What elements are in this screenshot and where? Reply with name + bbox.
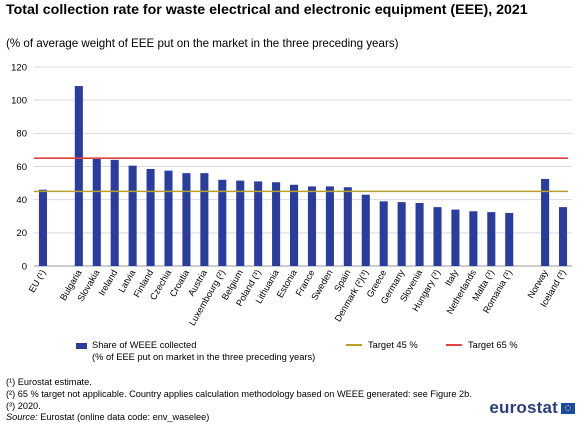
bar [558,207,568,266]
legend-swatch-target65 [446,344,462,346]
bar [236,180,245,266]
y-axis-ticks: 0 20 40 60 80 100 120 [11,62,27,272]
bar [397,202,406,266]
legend-label-target65: Target 65 % [468,340,518,350]
bar [415,202,424,266]
bar [469,211,478,266]
gridlines [34,66,572,267]
legend-item-share: Share of WEEE collected (% of EEE put on… [76,339,315,363]
bar [254,181,263,266]
bar [505,212,514,266]
bar [182,173,191,266]
y-tick-label: 40 [16,195,27,206]
bar [289,184,299,266]
bar [146,168,155,266]
bar [325,186,334,266]
chart-title: Total collection rate for waste electric… [6,2,528,18]
bar [379,201,388,266]
footnote-3: (³) 2020. [6,400,41,411]
bar [110,159,119,266]
y-tick-label: 80 [16,129,27,140]
bar [92,158,101,266]
bar [164,170,173,266]
logo-text: eurostat [489,398,558,417]
y-tick-label: 20 [16,228,27,239]
chart-subtitle: (% of average weight of EEE put on the m… [6,37,399,50]
legend-label-share-note: (% of EEE put on market in the three pre… [92,352,316,362]
bar [200,173,209,266]
bar [38,189,48,266]
x-tick-label: EU (¹) [27,268,48,294]
bar [433,207,442,266]
legend-label-target45: Target 45 % [368,340,418,350]
y-tick-label: 120 [11,62,27,73]
bar [361,194,370,266]
footnotes: (¹) Eurostat estimate. (²) 65 % target n… [6,377,506,424]
bar [128,165,137,266]
target-lines [34,157,568,193]
source-label: Source: [6,412,38,423]
y-tick-label: 0 [22,261,27,272]
legend-item-target45: Target 45 % [346,339,418,351]
bar [272,182,281,266]
bar [343,187,352,266]
y-tick-label: 60 [16,162,27,173]
legend-item-target65: Target 65 % [446,339,518,351]
bar [74,86,83,266]
footnote-2: (²) 65 % target not applicable. Country … [6,388,472,399]
eurostat-logo: eurostat [489,398,575,418]
y-tick-label: 100 [11,95,27,106]
bars [38,86,568,266]
bar [218,179,227,266]
source-text: Eurostat (online data code: env_waselee) [40,412,210,423]
legend-swatch-share [76,343,87,349]
source-line: Source: Eurostat (online data code: env_… [6,412,506,424]
eu-flag-icon [561,402,575,414]
bar [307,186,317,266]
legend-swatch-target45 [346,344,362,346]
bar [451,209,460,266]
bar [541,178,550,266]
legend-label-share: Share of WEEE collected [92,340,197,350]
x-axis-ticks: EU (¹) BulgariaSlovakiaIrelandLatviaFinla… [27,267,568,327]
footnote-1: (¹) Eurostat estimate. [6,377,92,387]
x-tick-label: Italy [443,268,460,288]
bar [487,212,496,266]
